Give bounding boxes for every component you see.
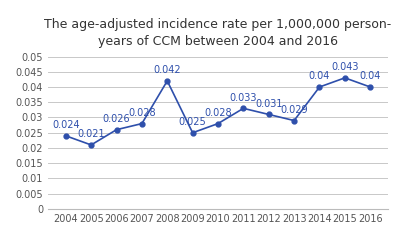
Text: 0.042: 0.042 [154,65,181,75]
Text: 0.033: 0.033 [230,93,257,103]
Text: 0.04: 0.04 [360,71,381,81]
Text: 0.028: 0.028 [204,108,232,118]
Text: 0.043: 0.043 [331,62,359,72]
Text: 0.04: 0.04 [309,71,330,81]
Text: 0.025: 0.025 [179,117,206,127]
Text: 0.029: 0.029 [280,105,308,115]
Text: 0.026: 0.026 [103,114,130,124]
Text: 0.028: 0.028 [128,108,156,118]
Text: 0.021: 0.021 [77,129,105,139]
Title: The age-adjusted incidence rate per 1,000,000 person-
years of CCM between 2004 : The age-adjusted incidence rate per 1,00… [44,18,392,48]
Text: 0.024: 0.024 [52,120,80,130]
Text: 0.031: 0.031 [255,99,282,109]
